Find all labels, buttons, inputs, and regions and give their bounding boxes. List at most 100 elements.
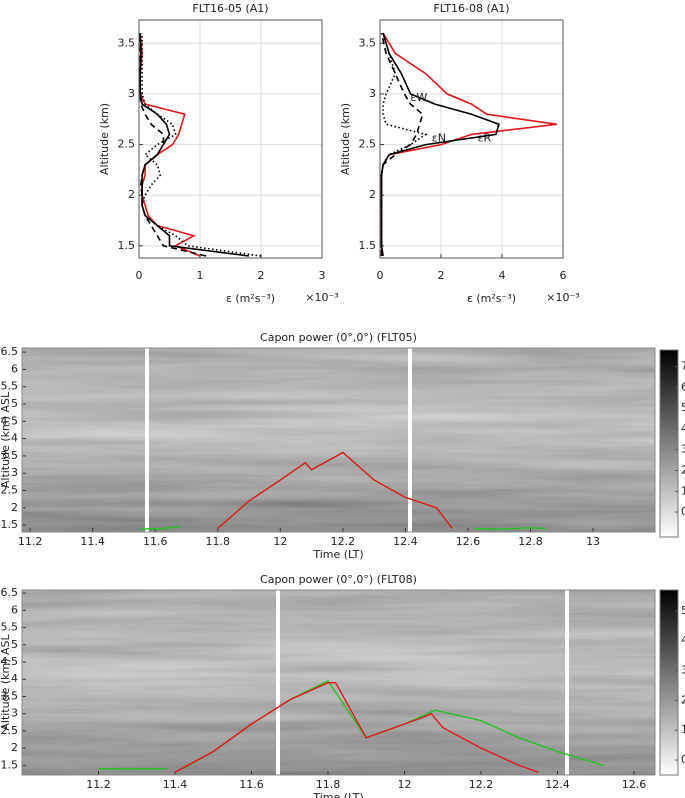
y-tick-label: 1.5 xyxy=(359,239,377,252)
series-line xyxy=(217,451,453,530)
y-tick-label: 4.5 xyxy=(1,655,19,668)
x-tick-label: 0 xyxy=(136,269,143,282)
series-label: εN xyxy=(432,131,446,144)
x-multiplier: ×10⁻³ xyxy=(546,291,579,304)
colorbar-tick-label: 10 xyxy=(681,723,685,736)
plot-area xyxy=(139,20,322,258)
x-tick-label: 11.8 xyxy=(316,778,341,791)
y-tick-label: 3.5 xyxy=(359,36,377,49)
series-line xyxy=(141,33,262,257)
chart-title: Capon power (0°,0°) (FLT05) xyxy=(260,331,417,344)
x-tick-label: 12.6 xyxy=(622,778,647,791)
y-tick-label: 3 xyxy=(11,707,18,720)
colorbar-tick-label: 30 xyxy=(681,443,685,456)
y-tick-label: 2 xyxy=(11,501,18,514)
y-tick-label: 6 xyxy=(11,603,18,616)
y-tick-label: 2.5 xyxy=(1,483,19,496)
y-tick-label: 2 xyxy=(369,188,376,201)
series-line xyxy=(139,526,181,530)
x-tick-label: 11.6 xyxy=(143,535,168,548)
x-tick-label: 13 xyxy=(586,535,600,548)
data-gap xyxy=(276,590,280,775)
plot-frame xyxy=(138,19,323,259)
x-tick-label: 11.4 xyxy=(163,778,188,791)
y-tick-label: 2 xyxy=(128,188,135,201)
y-tick-label: 3.5 xyxy=(1,449,19,462)
x-axis-label: Time (LT) xyxy=(312,548,363,561)
y-tick-label: 4 xyxy=(11,672,18,685)
y-tick-label: 5.5 xyxy=(1,380,19,393)
x-tick-label: 11.4 xyxy=(80,535,105,548)
data-gap xyxy=(408,348,412,532)
series-line xyxy=(174,682,539,773)
x-axis-label: ε (m²s⁻³) xyxy=(467,292,516,305)
colorbar-tick-label: 70 xyxy=(681,360,685,373)
x-tick-label: 11.2 xyxy=(18,535,43,548)
x-tick-label: 12.6 xyxy=(456,535,481,548)
y-tick-label: 3 xyxy=(369,87,376,100)
colorbar-tick-label: 0 xyxy=(681,753,685,766)
x-tick-label: 11.8 xyxy=(206,535,231,548)
y-tick-label: 6 xyxy=(11,362,18,375)
x-tick-label: 12.4 xyxy=(545,778,570,791)
image-texture xyxy=(22,348,655,532)
plot-frame xyxy=(21,347,656,533)
colorbar-tick-label: 40 xyxy=(681,422,685,435)
y-axis-label: Altitude (km) ASL xyxy=(0,633,12,730)
y-tick-label: 2.5 xyxy=(118,138,136,151)
x-tick-label: 2 xyxy=(258,269,265,282)
series-line xyxy=(139,33,207,257)
chart-title: FLT16-05 (A1) xyxy=(192,2,268,15)
y-tick-label: 3.5 xyxy=(118,36,136,49)
data-gap xyxy=(565,590,569,775)
colorbar xyxy=(659,349,679,538)
plot-frame xyxy=(379,19,564,259)
y-tick-label: 2.5 xyxy=(359,138,377,151)
colorbar-tick-label: 40 xyxy=(681,634,685,647)
colorbar-tick-label: 50 xyxy=(681,604,685,617)
plot-frame xyxy=(21,589,656,776)
colorbar-tick-label: 50 xyxy=(681,401,685,414)
y-tick-label: 2.5 xyxy=(1,724,19,737)
colorbar-tick-label: 60 xyxy=(681,380,685,393)
x-tick-label: 12.8 xyxy=(518,535,543,548)
x-tick-label: 12 xyxy=(397,778,411,791)
colorbar-tick-label: 20 xyxy=(681,464,685,477)
x-tick-label: 12 xyxy=(273,535,287,548)
y-tick-label: 5 xyxy=(11,397,18,410)
x-tick-label: 2 xyxy=(438,269,445,282)
x-tick-label: 6 xyxy=(560,269,567,282)
y-tick-label: 3 xyxy=(11,466,18,479)
x-tick-label: 0 xyxy=(377,269,384,282)
y-axis-label: Altitude (km) xyxy=(339,103,352,175)
x-tick-label: 12.4 xyxy=(393,535,418,548)
chart-title: Capon power (0°,0°) (FLT08) xyxy=(260,573,417,586)
data-gap xyxy=(145,348,149,532)
series-line xyxy=(380,32,428,256)
y-tick-label: 1.5 xyxy=(118,239,136,252)
x-tick-label: 11.2 xyxy=(86,778,111,791)
x-multiplier: ×10⁻³ xyxy=(305,291,338,304)
x-tick-label: 4 xyxy=(499,269,506,282)
colorbar xyxy=(659,589,679,776)
y-tick-label: 1.5 xyxy=(1,518,19,531)
x-tick-label: 12.2 xyxy=(331,535,356,548)
colorbar-tick-label: 0 xyxy=(681,505,685,518)
y-tick-label: 2 xyxy=(11,741,18,754)
y-tick-label: 6.5 xyxy=(1,345,19,358)
x-tick-label: 1 xyxy=(197,269,204,282)
series-label: εR xyxy=(478,131,492,144)
colorbar-tick-label: 20 xyxy=(681,693,685,706)
image-texture xyxy=(22,590,655,775)
y-tick-label: 3.5 xyxy=(1,689,19,702)
y-tick-label: 4 xyxy=(11,432,18,445)
y-tick-label: 5 xyxy=(11,638,18,651)
y-tick-label: 5.5 xyxy=(1,621,19,634)
plot-area xyxy=(380,20,563,258)
x-tick-label: 12.2 xyxy=(469,778,494,791)
x-tick-label: 3 xyxy=(319,269,326,282)
x-tick-label: 11.6 xyxy=(239,778,264,791)
x-axis-label: Time (LT) xyxy=(312,791,363,798)
